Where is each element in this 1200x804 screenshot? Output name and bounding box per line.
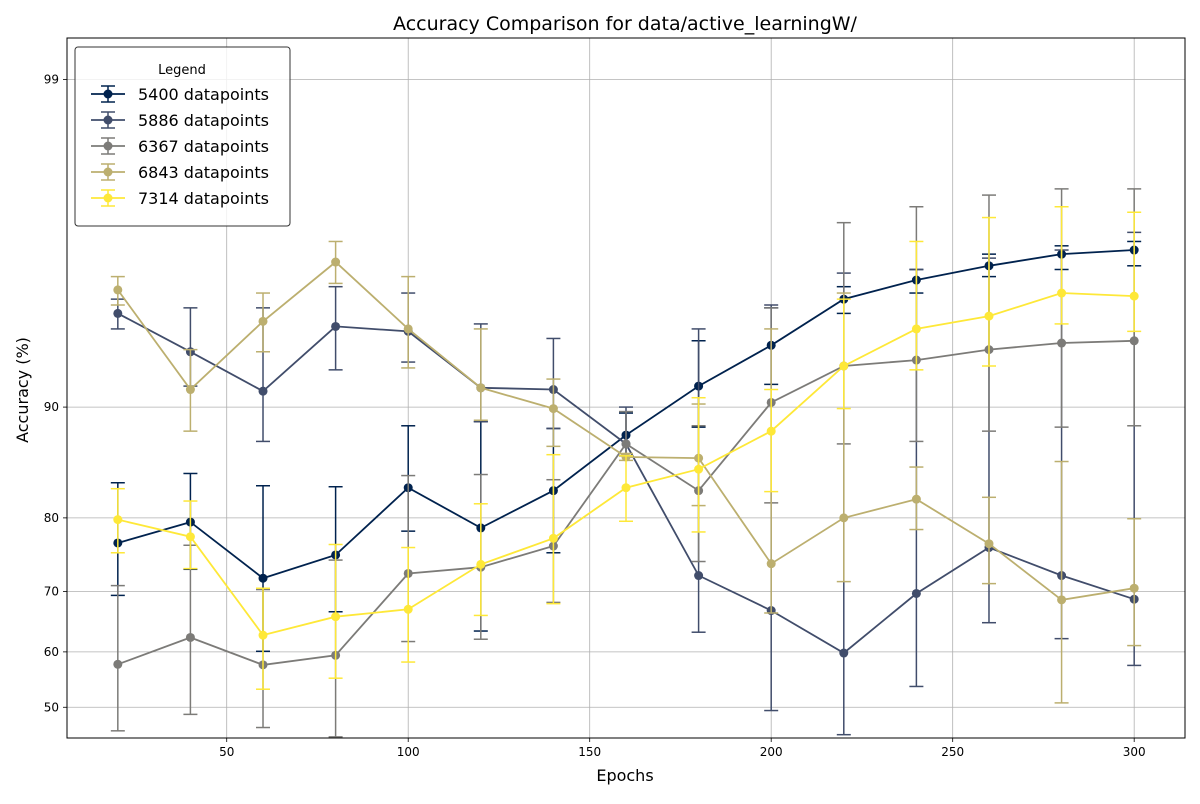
data-point xyxy=(403,604,413,614)
legend-box xyxy=(74,46,291,227)
data-point xyxy=(185,385,195,395)
data-point xyxy=(331,257,341,267)
x-tick-label: 50 xyxy=(219,745,234,759)
data-point xyxy=(694,571,704,581)
legend-label: 6367 datapoints xyxy=(138,137,269,156)
data-point xyxy=(1057,288,1067,298)
data-point xyxy=(113,285,123,295)
data-point xyxy=(258,573,268,583)
data-point xyxy=(1057,338,1067,348)
y-axis-label: Accuracy (%) xyxy=(13,337,32,443)
legend-item: 5400 datapoints xyxy=(91,85,269,104)
y-tick-label: 60 xyxy=(44,645,59,659)
data-point xyxy=(839,648,849,658)
x-axis-label: Epochs xyxy=(596,766,653,785)
data-point xyxy=(911,324,921,334)
data-point xyxy=(984,311,994,321)
data-point xyxy=(185,632,195,642)
y-tick-label: 99 xyxy=(44,72,59,86)
series-5 xyxy=(110,206,1142,690)
data-point xyxy=(694,464,704,474)
data-point xyxy=(548,404,558,414)
legend-marker xyxy=(103,89,113,99)
data-point xyxy=(113,659,123,669)
legend-item: 7314 datapoints xyxy=(91,189,269,208)
y-tick-label: 80 xyxy=(44,511,59,525)
x-tick-label: 200 xyxy=(760,745,783,759)
legend-label: 7314 datapoints xyxy=(138,189,269,208)
series-layer xyxy=(110,188,1142,738)
legend-label: 5400 datapoints xyxy=(138,85,269,104)
data-point xyxy=(403,324,413,334)
data-point xyxy=(258,630,268,640)
legend: Legend 5400 datapoints 5886 datapoints 636… xyxy=(74,46,291,227)
data-point xyxy=(621,439,631,449)
chart-title: Accuracy Comparison for data/active_lear… xyxy=(393,13,857,35)
legend-item: 5886 datapoints xyxy=(91,111,269,130)
y-tick-label: 70 xyxy=(44,585,59,599)
data-point xyxy=(113,308,123,318)
legend-marker xyxy=(103,167,113,177)
data-point xyxy=(984,539,994,549)
legend-title: Legend xyxy=(158,63,206,78)
data-point xyxy=(258,316,268,326)
data-point xyxy=(766,426,776,436)
plot-frame xyxy=(66,37,1186,739)
legend-label: 6843 datapoints xyxy=(138,163,269,182)
data-point xyxy=(839,361,849,371)
legend-marker xyxy=(103,141,113,151)
data-point xyxy=(1129,336,1139,346)
legend-label: 5886 datapoints xyxy=(138,111,269,130)
y-tick-label: 50 xyxy=(44,700,59,714)
x-tick-label: 150 xyxy=(578,745,601,759)
data-point xyxy=(1129,583,1139,593)
data-point xyxy=(839,513,849,523)
legend-marker xyxy=(103,115,113,125)
x-tick-label: 250 xyxy=(941,745,964,759)
data-point xyxy=(258,386,268,396)
data-point xyxy=(766,559,776,569)
data-point xyxy=(113,515,123,525)
x-tick-label: 300 xyxy=(1123,745,1146,759)
data-point xyxy=(1057,595,1067,605)
data-point xyxy=(331,612,341,622)
data-point xyxy=(911,494,921,504)
data-point xyxy=(476,559,486,569)
data-point xyxy=(621,483,631,493)
legend-item: 6367 datapoints xyxy=(91,137,269,156)
data-point xyxy=(911,588,921,598)
data-point xyxy=(548,533,558,543)
data-point xyxy=(331,321,341,331)
axis-ticks: 50 100 150 200 250 300 50 60 70 80 90 99 xyxy=(44,72,1146,759)
legend-item: 6843 datapoints xyxy=(91,163,269,182)
legend-marker xyxy=(103,193,113,203)
x-tick-label: 100 xyxy=(397,745,420,759)
data-point xyxy=(476,383,486,393)
data-point xyxy=(1129,291,1139,301)
y-tick-label: 90 xyxy=(44,400,59,414)
data-point xyxy=(185,532,195,542)
